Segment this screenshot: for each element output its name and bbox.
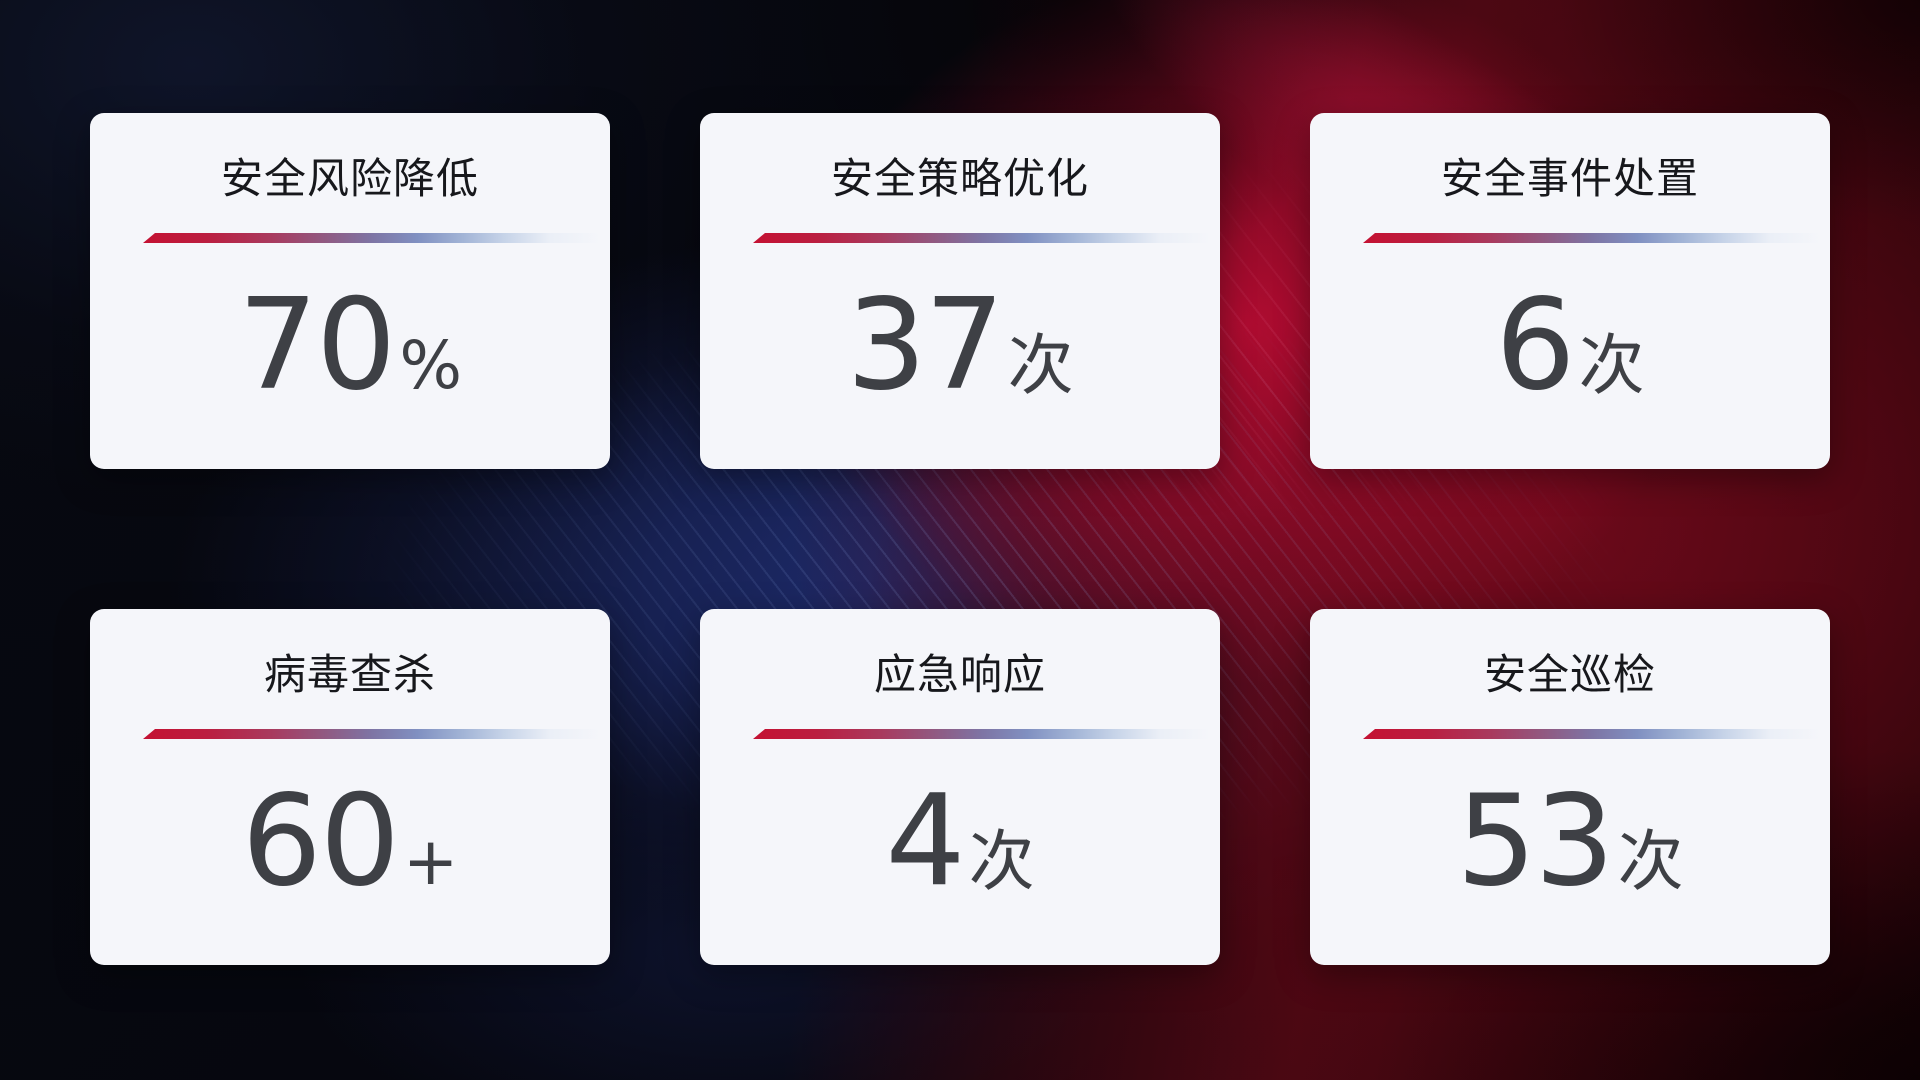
stat-value-row: 6 次 — [1310, 282, 1830, 408]
stat-number: 6 — [1495, 271, 1575, 418]
gradient-divider — [143, 233, 600, 243]
stat-value-row: 4 次 — [700, 778, 1220, 904]
stat-value-row: 37 次 — [700, 282, 1220, 408]
gradient-divider — [1363, 233, 1820, 243]
stat-card-policy-optimization: 安全策略优化 37 次 — [700, 113, 1220, 469]
stat-card-title: 安全风险降低 — [220, 155, 479, 202]
stat-unit: 次 — [968, 823, 1035, 900]
stat-card-security-inspection: 安全巡检 53 次 — [1310, 609, 1830, 965]
gradient-divider — [143, 729, 600, 739]
stat-card-title: 病毒查杀 — [263, 651, 436, 698]
stat-card-incident-handling: 安全事件处置 6 次 — [1310, 113, 1830, 469]
stat-value-row: 53 次 — [1310, 778, 1830, 904]
stat-number: 53 — [1456, 767, 1614, 914]
stat-number: 4 — [885, 767, 965, 914]
stat-unit: 次 — [1617, 823, 1684, 900]
stat-unit: 次 — [1578, 327, 1645, 404]
stat-unit: + — [403, 823, 459, 900]
gradient-divider — [753, 729, 1210, 739]
gradient-divider — [753, 233, 1210, 243]
stat-value-row: 70 % — [90, 282, 610, 408]
stat-number: 37 — [846, 271, 1004, 418]
stat-card-title: 安全事件处置 — [1440, 155, 1699, 202]
stat-unit: 次 — [1007, 327, 1074, 404]
gradient-divider — [1363, 729, 1820, 739]
stat-unit: % — [399, 327, 463, 404]
stat-card-grid: 安全风险降低 70 % 安全策略优化 37 次 安全事件处置 6 次 病毒查 — [90, 113, 1830, 965]
stat-card-title: 安全巡检 — [1483, 651, 1656, 698]
stat-card-title: 应急响应 — [873, 651, 1046, 698]
stat-number: 70 — [237, 271, 396, 418]
stat-card-title: 安全策略优化 — [830, 155, 1089, 202]
stat-value-row: 60 + — [90, 778, 610, 904]
stat-number: 60 — [241, 767, 400, 914]
stat-card-risk-reduction: 安全风险降低 70 % — [90, 113, 610, 469]
stat-card-emergency-response: 应急响应 4 次 — [700, 609, 1220, 965]
stat-card-virus-scan: 病毒查杀 60 + — [90, 609, 610, 965]
